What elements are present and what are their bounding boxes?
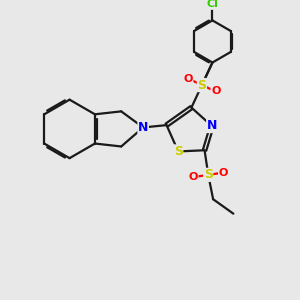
Text: N: N <box>138 121 148 134</box>
Text: Cl: Cl <box>206 0 218 9</box>
Text: O: O <box>188 172 198 182</box>
Text: S: S <box>174 145 183 158</box>
Text: S: S <box>204 168 213 182</box>
Text: O: O <box>211 86 220 97</box>
Text: S: S <box>197 79 206 92</box>
Text: O: O <box>184 74 193 84</box>
Text: N: N <box>207 119 217 133</box>
Text: O: O <box>219 168 228 178</box>
